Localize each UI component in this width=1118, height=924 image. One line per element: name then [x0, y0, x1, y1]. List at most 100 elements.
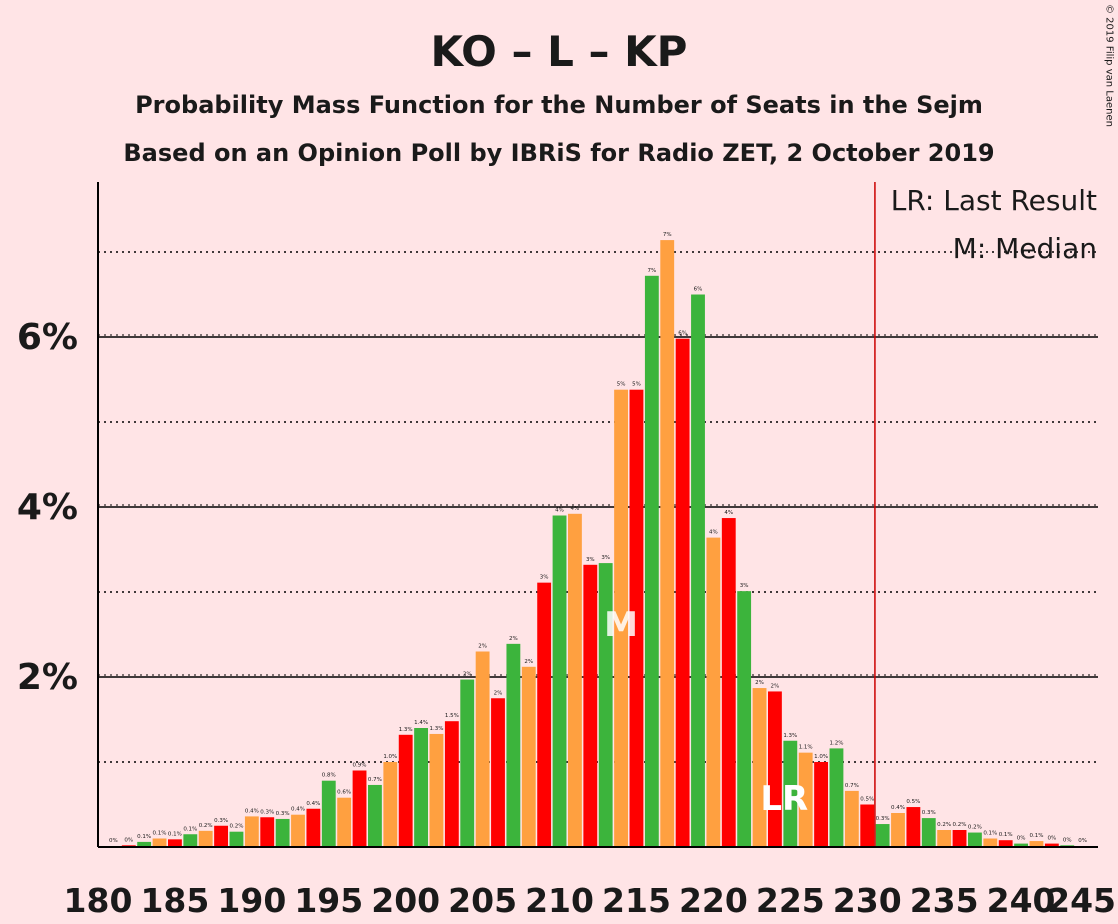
bar-seat-242	[1044, 843, 1059, 847]
bar-label-seat-191: 0.3%	[260, 809, 274, 815]
bar-seat-206	[491, 698, 505, 847]
bar-label-seat-237: 0.2%	[968, 825, 982, 831]
bar-seat-229	[844, 790, 859, 847]
bar-label-seat-208: 2%	[524, 659, 533, 665]
bar-seat-219	[691, 294, 705, 847]
bar-label-seat-217: 7%	[663, 232, 672, 238]
bar-label-seat-195: 0.8%	[322, 773, 336, 779]
bar-label-seat-183: 0.1%	[137, 834, 151, 840]
bar-label-seat-188: 0.3%	[214, 818, 228, 824]
bar-seat-231	[875, 824, 890, 847]
bar-seat-212	[583, 564, 598, 847]
bar-seat-200	[398, 734, 413, 847]
bar-seat-215	[629, 389, 644, 847]
x-tick-label: 180	[64, 881, 133, 920]
bar-seat-224	[768, 691, 782, 847]
bar-label-seat-228: 1.2%	[829, 740, 843, 746]
bar-seat-203	[444, 721, 459, 847]
bar-label-seat-194: 0.4%	[306, 801, 320, 807]
bar-seat-241	[1029, 841, 1044, 847]
bar-label-seat-236: 0.2%	[953, 822, 967, 828]
bar-label-seat-211: 4%	[571, 506, 580, 512]
bar-label-seat-187: 0.2%	[199, 823, 213, 829]
bar-label-seat-241: 0.1%	[1029, 833, 1043, 839]
bar-seat-211	[568, 513, 582, 847]
x-tick-label: 225	[756, 881, 825, 920]
bar-label-seat-204: 2%	[463, 672, 472, 678]
legend-last-result: LR: Last Result	[891, 184, 1097, 217]
bar-seat-225	[783, 740, 798, 847]
copyright-note: © 2019 Filip van Laenen	[1104, 4, 1115, 127]
bar-label-seat-219: 6%	[694, 287, 703, 293]
bar-seat-221	[721, 518, 736, 847]
bar-label-seat-238: 0.1%	[983, 831, 997, 837]
bar-label-seat-193: 0.4%	[291, 807, 305, 813]
bar-label-seat-229: 0.7%	[845, 783, 859, 789]
bar-seat-213	[598, 563, 613, 847]
bar-seat-183	[137, 841, 152, 847]
bar-seat-196	[337, 797, 352, 847]
x-tick-label: 185	[140, 881, 209, 920]
grid-lines	[98, 251, 1098, 763]
bar-label-seat-210: 4%	[555, 508, 564, 514]
bar-seat-214	[614, 389, 628, 847]
bar-seat-217	[660, 240, 675, 848]
x-tick-label: 220	[679, 881, 748, 920]
bar-label-seat-232: 0.4%	[891, 805, 905, 811]
y-tick-label: 6%	[17, 317, 78, 358]
bar-seat-209	[537, 582, 552, 847]
bar-seat-216	[644, 275, 659, 847]
bar-seat-239	[998, 840, 1013, 847]
bar-seat-190	[244, 816, 259, 847]
bar-label-seat-224: 2%	[771, 683, 780, 689]
bar-label-seat-215: 5%	[632, 382, 641, 388]
bar-label-seat-240: 0%	[1017, 836, 1026, 842]
bar-seat-195	[321, 780, 336, 847]
bar-seat-201	[414, 728, 428, 847]
bar-seat-233	[906, 807, 921, 847]
bar-seat-228	[829, 748, 844, 847]
bar-seat-232	[891, 813, 905, 847]
bar-seat-199	[383, 762, 398, 847]
y-tick-label: 4%	[17, 487, 78, 528]
chart-title: KO – L – KP	[431, 27, 688, 76]
bar-seat-226	[798, 752, 813, 847]
bar-seat-187	[198, 830, 213, 847]
bar-seat-198	[368, 784, 382, 847]
bar-seat-205	[475, 651, 490, 847]
x-tick-label: 195	[294, 881, 363, 920]
bar-label-seat-186: 0.1%	[183, 826, 197, 832]
bar-label-seat-189: 0.2%	[229, 824, 243, 830]
chart-subtitle-2: Based on an Opinion Poll by IBRiS for Ra…	[123, 139, 994, 167]
bar-label-seat-196: 0.6%	[337, 790, 351, 796]
bar-label-seat-226: 1.1%	[799, 745, 813, 751]
bar-label-seat-198: 0.7%	[368, 777, 382, 783]
bar-seat-194	[306, 808, 321, 847]
bar-seat-197	[352, 770, 367, 847]
bar-seat-218	[675, 338, 690, 847]
bar-seat-238	[983, 838, 998, 847]
bar-label-seat-205: 2%	[478, 644, 487, 650]
bar-label-seat-192: 0.3%	[276, 811, 290, 817]
bar-seat-185	[168, 839, 182, 847]
bar-label-seat-221: 4%	[724, 510, 733, 516]
bar-seat-202	[429, 733, 444, 847]
bar-seat-192	[275, 818, 290, 847]
bar-seat-230	[860, 804, 875, 847]
bar-label-seat-213: 3%	[601, 555, 610, 561]
bar-seat-188	[214, 825, 228, 847]
bar-label-seat-209: 3%	[540, 575, 549, 581]
bar-label-seat-230: 0.5%	[860, 797, 874, 803]
bar-label-seat-218: 6%	[678, 331, 687, 337]
bar-label-seat-182: 0%	[124, 837, 133, 843]
x-tick-label: 200	[371, 881, 440, 920]
bar-label-seat-200: 1.3%	[399, 727, 413, 733]
bar-seat-193	[291, 814, 305, 847]
bar-seat-186	[183, 834, 198, 847]
bar-seat-207	[506, 643, 521, 847]
bar-seat-210	[552, 515, 567, 847]
axes-group: 2%4%6%180 185 190 195 200 205 210 215 220 225 230 2…	[17, 182, 1116, 920]
bar-label-seat-197: 0.9%	[353, 763, 367, 769]
bar-label-seat-222: 3%	[740, 583, 749, 589]
bar-seat-184	[152, 838, 167, 847]
